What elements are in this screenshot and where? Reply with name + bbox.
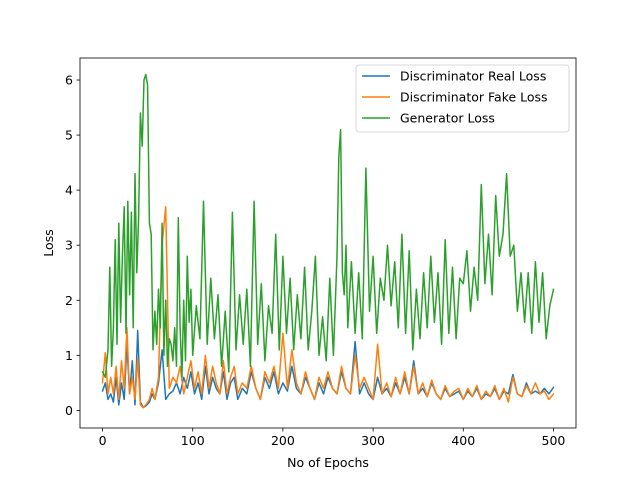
y-tick-label: 4	[65, 183, 73, 198]
legend-label-2: Generator Loss	[400, 111, 495, 126]
y-axis: 0 1 2 3 4 5 6	[65, 73, 80, 418]
x-tick-label: 200	[271, 433, 295, 448]
series-line-1	[101, 205, 555, 409]
legend-box	[355, 64, 570, 133]
legend-label-0: Discriminator Real Loss	[400, 69, 546, 84]
x-tick-label: 400	[451, 433, 475, 448]
x-tick-label: 300	[361, 433, 385, 448]
legend-label-1: Discriminator Fake Loss	[400, 90, 548, 105]
x-axis-label: No of Epochs	[287, 455, 369, 470]
y-tick-label: 2	[65, 293, 73, 308]
y-tick-label: 5	[65, 128, 73, 143]
x-tick-label: 500	[542, 433, 566, 448]
x-axis: 0 100 200 300 400 500	[99, 428, 566, 448]
legend: Discriminator Real Loss Discriminator Fak…	[355, 64, 570, 133]
y-tick-label: 0	[65, 403, 73, 418]
x-tick-label: 0	[99, 433, 107, 448]
series-line-2	[101, 73, 555, 379]
x-tick-label: 100	[181, 433, 205, 448]
y-tick-label: 6	[65, 73, 73, 88]
y-tick-label: 1	[65, 348, 73, 363]
y-tick-label: 3	[65, 238, 73, 253]
plot-frame	[79, 57, 577, 429]
y-axis-label: Loss	[41, 229, 56, 256]
series-layer	[101, 73, 555, 409]
